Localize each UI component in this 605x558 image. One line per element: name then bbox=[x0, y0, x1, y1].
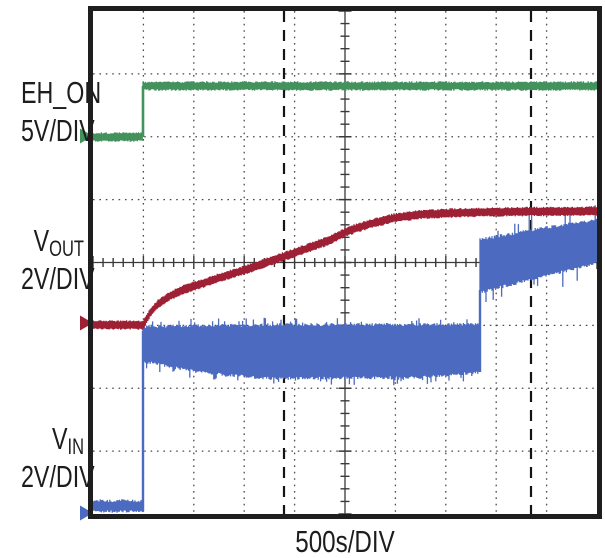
trace-scale-eh-on: 5V/DIV bbox=[21, 113, 95, 148]
trace-vin bbox=[92, 499, 143, 513]
trace-name-vout: VOUT bbox=[33, 223, 84, 261]
trace-name-eh-on: EH_ON bbox=[21, 75, 102, 110]
trace-scale-vin: 2V/DIV bbox=[21, 459, 95, 494]
trace-vin bbox=[479, 205, 598, 302]
trace-name-vin: VIN bbox=[51, 421, 84, 459]
timebase-label: 500s/DIV bbox=[295, 524, 395, 558]
trace-marker-vout bbox=[80, 315, 93, 331]
trace-marker-eh-on bbox=[80, 128, 93, 144]
trace-scale-vout: 2V/DIV bbox=[21, 261, 95, 296]
trace-label-vout: VOUT 2V/DIV bbox=[21, 223, 95, 296]
trace-label-vin: VIN 2V/DIV bbox=[21, 421, 95, 494]
trace-label-eh-on: EH_ON 5V/DIV bbox=[21, 75, 102, 148]
graticule-border bbox=[88, 6, 602, 519]
trace-vin bbox=[142, 317, 480, 386]
trace-marker-vin bbox=[80, 505, 93, 521]
